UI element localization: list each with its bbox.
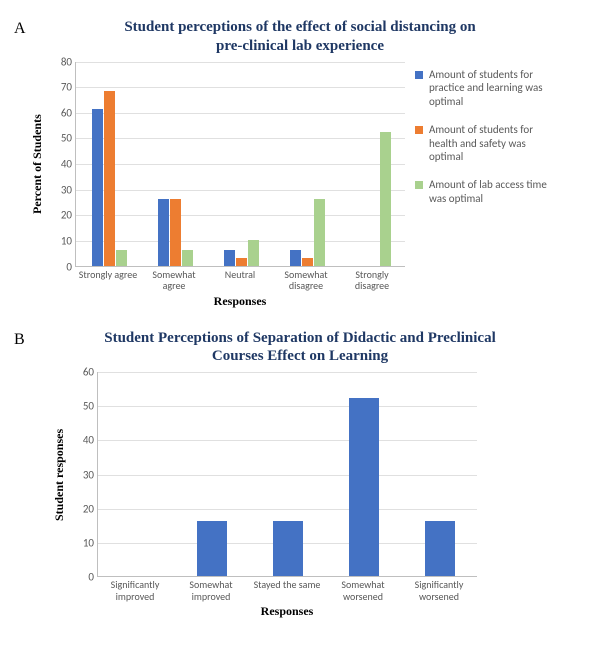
xtick-label: Somewhat worsened [325, 577, 401, 602]
ytick-label: 30 [48, 183, 72, 196]
legend-text: Amount of students for practice and lear… [429, 68, 555, 109]
legend-text: Amount of lab access time was optimal [429, 178, 555, 206]
ytick-label: 10 [70, 536, 94, 549]
xtick-label: Strongly disagree [339, 267, 405, 292]
bar [158, 199, 169, 266]
ytick-label: 50 [70, 400, 94, 413]
bar [116, 250, 127, 265]
ytick-label: 10 [48, 234, 72, 247]
legend-swatch [415, 71, 423, 79]
legend-text: Amount of students for health and safety… [429, 123, 555, 164]
ytick-label: 40 [70, 434, 94, 447]
chart-b-xlabel: Responses [97, 604, 477, 619]
ytick-label: 30 [70, 468, 94, 481]
bar [236, 258, 247, 266]
xtick-label: Somewhat improved [173, 577, 249, 602]
chart-b-ylabel: Student responses [50, 372, 69, 577]
chart-a-legend: Amount of students for practice and lear… [415, 62, 555, 220]
chart-b-xticks: Significantly improvedSomewhat improvedS… [97, 577, 477, 602]
bars-layer [98, 372, 477, 576]
xtick-label: Stayed the same [249, 577, 325, 602]
ytick-label: 0 [48, 260, 72, 273]
ytick-label: 80 [48, 55, 72, 68]
chart-b-plot: 0102030405060 [97, 372, 477, 577]
legend-item: Amount of students for health and safety… [415, 123, 555, 164]
legend-item: Amount of lab access time was optimal [415, 178, 555, 206]
chart-a-plot: 01020304050607080 [75, 62, 405, 267]
xtick-label: Somewhat disagree [273, 267, 339, 292]
bar-cluster [326, 398, 402, 576]
ytick-label: 20 [70, 502, 94, 515]
bar [290, 250, 301, 265]
bar-cluster [208, 240, 274, 266]
bar-cluster [174, 521, 250, 576]
bar [248, 240, 259, 266]
chart-a-row: Percent of Students 01020304050607080 St… [10, 62, 590, 309]
legend-swatch [415, 181, 423, 189]
chart-a-block: Percent of Students 01020304050607080 St… [28, 62, 405, 309]
bar [224, 250, 235, 265]
chart-a-ylabel: Percent of Students [28, 62, 47, 267]
chart-a-xlabel: Responses [75, 294, 405, 309]
bar-cluster [76, 91, 142, 265]
panel-b-label: B [14, 331, 25, 349]
ytick-label: 60 [48, 106, 72, 119]
bar [197, 521, 227, 576]
xtick-label: Neutral [207, 267, 273, 292]
ytick-label: 50 [48, 132, 72, 145]
xtick-label: Significantly worsened [401, 577, 477, 602]
bar [92, 109, 103, 265]
chart-b-row: Student responses 0102030405060 Signific… [10, 372, 590, 619]
bar [104, 91, 115, 265]
panel-b: B Student Perceptions of Separation of D… [10, 329, 590, 620]
xtick-label: Significantly improved [97, 577, 173, 602]
bar-cluster [142, 199, 208, 266]
chart-a-title: Student perceptions of the effect of soc… [110, 18, 490, 56]
bar-cluster [250, 521, 326, 576]
bar [380, 132, 391, 265]
ytick-label: 60 [70, 366, 94, 379]
bar-cluster [274, 199, 340, 266]
ytick-label: 0 [70, 571, 94, 584]
bar-cluster [340, 132, 406, 265]
legend-swatch [415, 126, 423, 134]
bar [182, 250, 193, 265]
bars-layer [76, 62, 405, 266]
chart-b-block: Student responses 0102030405060 Signific… [50, 372, 477, 619]
bar [170, 199, 181, 266]
chart-b-title: Student Perceptions of Separation of Did… [90, 329, 510, 367]
bar-cluster [402, 521, 478, 576]
chart-a-xticks: Strongly agreeSomewhat agreeNeutralSomew… [75, 267, 405, 292]
legend-item: Amount of students for practice and lear… [415, 68, 555, 109]
bar [302, 258, 313, 266]
xtick-label: Somewhat agree [141, 267, 207, 292]
bar [349, 398, 379, 576]
bar [314, 199, 325, 266]
ytick-label: 40 [48, 158, 72, 171]
bar [425, 521, 455, 576]
bar [273, 521, 303, 576]
ytick-label: 20 [48, 209, 72, 222]
xtick-label: Strongly agree [75, 267, 141, 292]
panel-a: A Student perceptions of the effect of s… [10, 18, 590, 309]
ytick-label: 70 [48, 81, 72, 94]
panel-a-label: A [14, 20, 26, 38]
